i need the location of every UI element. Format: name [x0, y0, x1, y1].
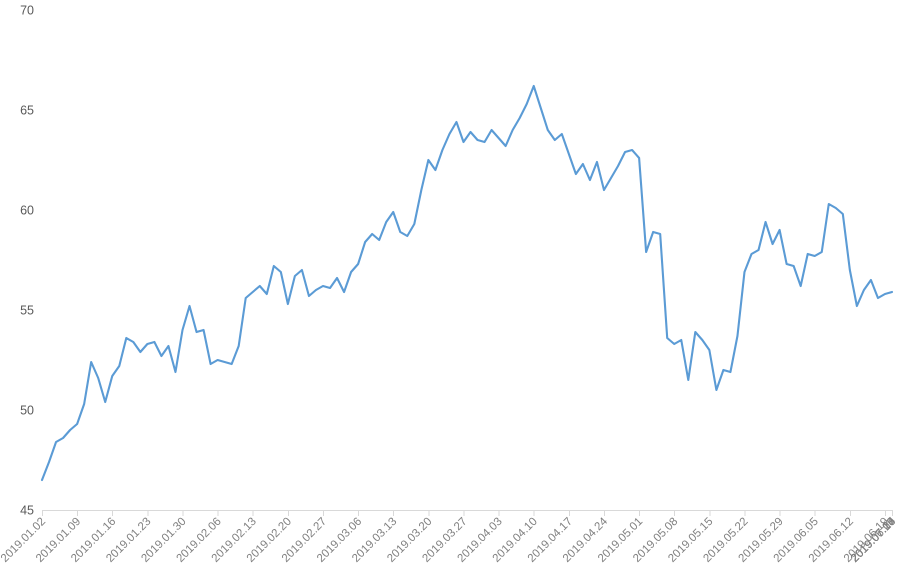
y-axis-tick-label: 55: [20, 304, 34, 318]
y-axis-tick-label: 50: [20, 404, 34, 418]
y-axis: 45 50 55 60 65 70: [20, 4, 34, 518]
series-line-price: [40, 84, 894, 482]
y-axis-tick-label: 45: [20, 504, 34, 518]
y-axis-tick-label: 60: [20, 204, 34, 218]
y-axis-tick-label: 70: [20, 4, 34, 18]
data-series: [40, 84, 894, 482]
y-axis-tick-label: 65: [20, 104, 34, 118]
